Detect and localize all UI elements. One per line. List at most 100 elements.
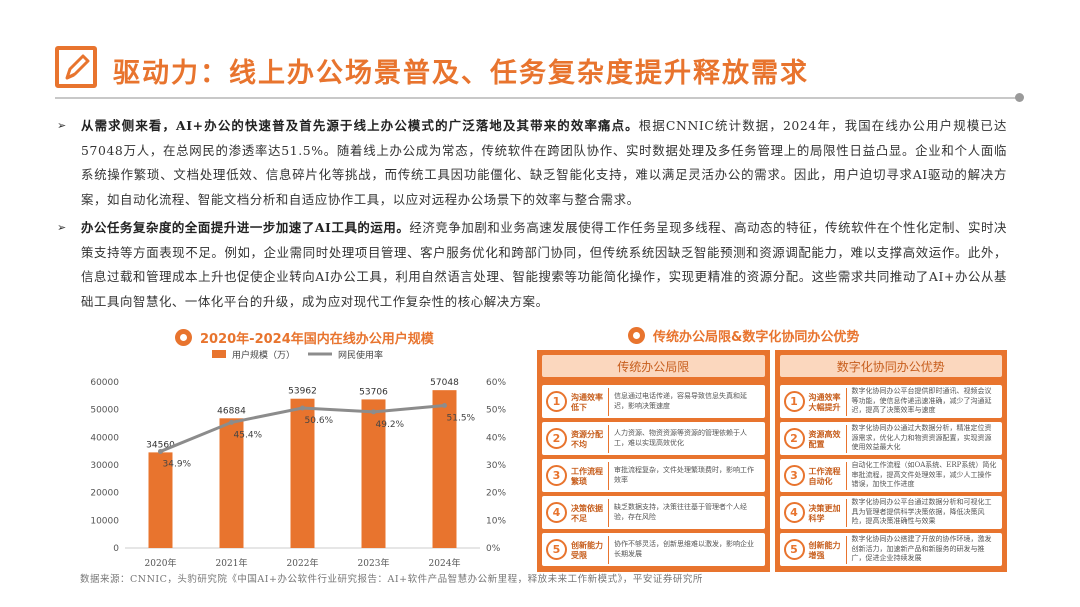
line-value-label: 51.5% [447,414,476,424]
legend-label-line: 网民使用率 [338,349,383,361]
line-value-label: 34.9% [163,459,192,469]
x-tick-label: 2022年 [287,557,319,569]
row-number-badge: 3 [546,465,567,486]
row-label: 沟通效率低下 [571,391,603,412]
row-divider [608,498,609,527]
x-tick-label: 2021年 [216,557,248,569]
row-number-badge: 1 [546,391,567,412]
chart-section-title: 2020年-2024年国内在线办公用户规模 [175,328,434,347]
bullet-arrow-icon: ➢ [57,221,67,234]
left-row-5: 5 创新能力受限 协作不够灵活，创新思维难以激发，影响企业长期发展 [542,533,765,566]
left-row-3: 3 工作流程繁琐 审批流程复杂，文件处理繁琐费时，影响工作效率 [542,459,765,492]
row-description: 信息通过电话传递，容易导致信息失真和延迟，影响决策速度 [614,392,747,410]
row-label: 创新能力受限 [571,539,603,560]
paragraph-demand: ➢ 从需求侧来看，AI+办公的快速普及首先源于线上办公模式的广泛落地及其带来的效… [57,114,1007,212]
right-row-4: 4 决策更加科学 数字化协同办公平台通过数据分析和可视化工具为管理者提供科学决策依据… [779,496,1002,529]
bar-value-label: 34560 [146,440,175,450]
bar-3 [290,398,315,548]
bar-2 [219,418,244,548]
legend-label-bar: 用户规模（万） [232,349,295,361]
row-divider [845,387,847,416]
line-point-1 [158,448,163,454]
row-divider [608,424,609,453]
y-left-tick-label: 20000 [90,489,119,499]
left-row-4: 4 决策依据不足 缺乏数据支持，决策往往基于管理者个人经验，存在风险 [542,496,765,529]
traditional-header: 传统办公局限 [542,355,765,377]
row-divider [608,461,609,490]
row-label: 沟通效率大幅提升 [808,391,841,412]
row-label: 资源高效配置 [808,428,841,449]
bar-value-label: 46884 [217,406,246,416]
chart-svg: 用户规模（万） 网民使用率 0 10000 20000 30000 40000 50000 60… [90,349,506,569]
row-number-badge: 5 [783,539,805,560]
target-dot-icon [175,329,192,346]
legend-swatch-bar [212,350,226,358]
table-section-title-text: 传统办公局限&数字化协同办公优势 [653,330,860,345]
line-value-label: 50.6% [305,416,334,426]
right-row-3: 3 工作流程自动化 自动化工作流程（如OA系统、ERP系统）简化审批流程，提高文件处… [779,459,1002,492]
line-value-label: 49.2% [376,420,405,430]
page-header: 驱动力：线上办公场景普及、任务复杂度提升释放需求 [55,44,1035,96]
x-tick-label: 2020年 [145,557,177,569]
line-value-label: 45.4% [234,430,263,440]
row-description: 数字化协同办公平台提供即时通讯、视频会议等功能，使信息传递迅速准确，减少了沟通延… [851,387,992,415]
y-left-tick-label: 0 [113,544,119,554]
row-label: 决策依据不足 [571,502,603,523]
digital-header: 数字化协同办公优势 [779,355,1002,377]
line-point-3 [300,405,305,411]
row-description: 自动化工作流程（如OA系统、ERP系统）简化审批流程，提高文件处理效率，减少人工… [851,461,997,489]
y-right-tick-label: 20% [486,489,506,499]
row-label: 资源分配不均 [571,428,603,449]
divider-end-dot [1015,93,1024,102]
row-description: 协作不够灵活，创新思维难以激发，影响企业长期发展 [614,540,754,558]
bar-5 [432,390,457,548]
row-label: 工作流程繁琐 [571,465,603,486]
y-left-tick-label: 10000 [90,516,119,526]
line-point-4 [371,409,376,415]
row-divider [608,387,609,416]
page-title: 驱动力：线上办公场景普及、任务复杂度提升释放需求 [113,58,809,89]
traditional-column: 传统办公局限 1 沟通效率低下 信息通过电话传递，容易导致信息失真和延迟，影响决策速… [537,350,770,572]
bar-4 [361,399,386,548]
row-divider [845,498,847,527]
row-label: 工作流程自动化 [808,465,841,486]
row-label: 创新能力增强 [808,539,841,560]
row-label: 决策更加科学 [808,502,841,523]
y-right-tick-label: 50% [486,406,506,416]
row-number-badge: 4 [546,502,567,523]
bar-1 [148,452,173,548]
paragraph-lead: 从需求侧来看，AI+办公的快速普及首先源于线上办公模式的广泛落地及其带来的效率痛… [81,118,639,133]
left-row-2: 2 资源分配不均 人力资源、物资资源等资源的管理依赖于人工，难以实现高效优化 [542,422,765,455]
line-point-5 [442,403,447,409]
y-left-tick-label: 50000 [90,406,119,416]
table-section-title: 传统办公局限&数字化协同办公优势 [628,326,859,345]
row-description: 数字化协同办公搭建了开放的协作环境，激发创新活力，加速新产品和新服务的研发与推广… [851,535,992,563]
right-row-2: 2 资源高效配置 数字化协同办公通过大数据分析，精准定位资源需求，优化人力和物资资源… [779,422,1002,455]
paragraph-complexity: ➢ 办公任务复杂度的全面提升进一步加速了AI工具的运用。经济竞争加剧和业务高速发… [57,216,1007,314]
row-divider [845,461,847,490]
digital-column: 数字化协同办公优势 1 沟通效率大幅提升 数字化协同办公平台提供即时通讯、视频会议等… [774,350,1007,572]
right-row-1: 1 沟通效率大幅提升 数字化协同办公平台提供即时通讯、视频会议等功能，使信息传递迅速… [779,385,1002,418]
target-dot-icon [628,327,645,344]
user-scale-chart: 用户规模（万） 网民使用率 0 10000 20000 30000 40000 50000 60… [80,340,520,570]
data-source: 数据来源：CNNIC，头豹研究院《中国AI+办公软件行业研究报告：AI+软件产品… [80,574,703,585]
paragraph-lead: 办公任务复杂度的全面提升进一步加速了AI工具的运用。 [81,220,410,235]
chart-section-title-text: 2020年-2024年国内在线办公用户规模 [200,332,434,347]
row-divider [845,424,847,453]
row-divider [608,535,609,564]
header-divider [55,97,1020,99]
body-text: ➢ 从需求侧来看，AI+办公的快速普及首先源于线上办公模式的广泛落地及其带来的效… [57,114,1007,318]
bar-value-label: 53706 [359,387,388,397]
y-left-tick-label: 60000 [90,378,119,388]
row-number-badge: 4 [783,502,805,523]
y-right-tick-label: 30% [486,461,506,471]
row-number-badge: 3 [783,465,805,486]
pencil-icon [55,46,97,88]
y-left-tick-label: 30000 [90,461,119,471]
right-row-5: 5 创新能力增强 数字化协同办公搭建了开放的协作环境，激发创新活力，加速新产品和新服… [779,533,1002,566]
y-right-tick-label: 10% [486,516,506,526]
row-number-badge: 1 [783,391,805,412]
row-description: 审批流程复杂，文件处理繁琐费时，影响工作效率 [614,466,754,484]
row-number-badge: 2 [783,428,805,449]
paragraph-body: 经济竞争加剧和业务高速发展使得工作任务呈现多线程、高动态的特征，传统软件在个性化… [81,220,1007,309]
